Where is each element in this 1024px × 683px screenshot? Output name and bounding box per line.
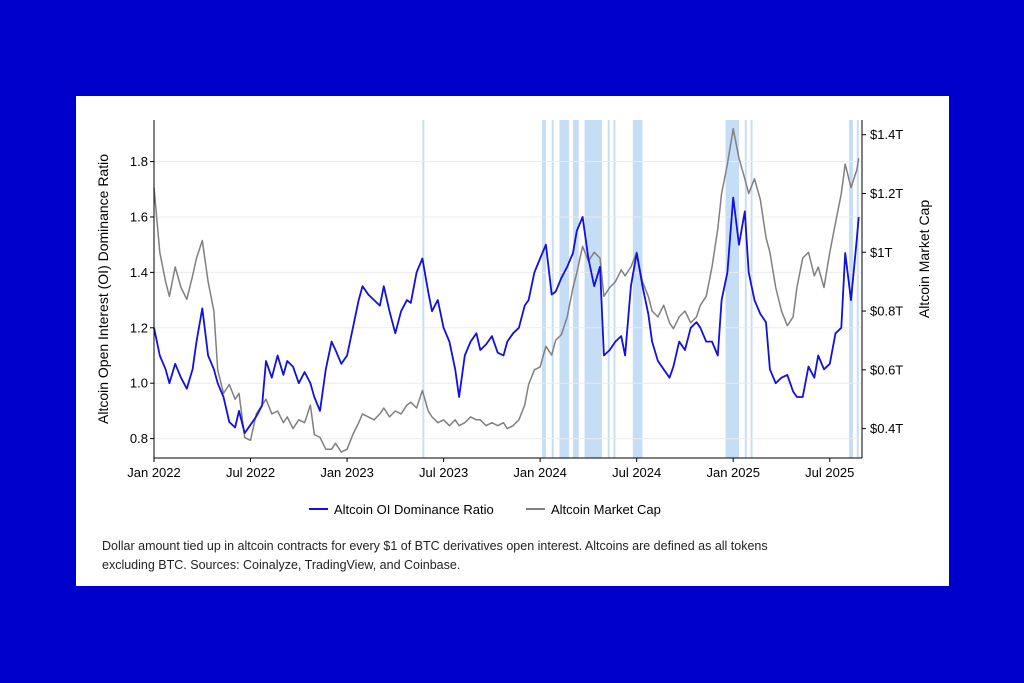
- dual-axis-line-chart: 0.8 1.0 1.2 1.4 1.6 1.8 $0.4T $0.6T $0.8T $1T $1.2…: [95, 120, 932, 517]
- x-tick-label: Jul 2022: [226, 465, 275, 480]
- chart-caption: Dollar amount tied up in altcoin contrac…: [102, 539, 768, 572]
- y-tick-label: 1.8: [130, 154, 148, 169]
- x-tick-label: Jan 2022: [127, 465, 181, 480]
- highlight-band: [572, 120, 579, 458]
- axes: [150, 120, 866, 462]
- x-tick-label: Jul 2024: [612, 465, 661, 480]
- y-tick-label: 1.2: [130, 320, 148, 335]
- y2-axis-label: Altcoin Market Cap: [916, 200, 932, 318]
- series-line-marketcap: [153, 128, 860, 453]
- gridlines: [154, 161, 862, 440]
- x-tick-label: Jan 2025: [706, 465, 760, 480]
- highlight-band: [422, 120, 425, 458]
- x-tick-label: Jan 2024: [513, 465, 567, 480]
- x-tick-label: Jan 2023: [320, 465, 374, 480]
- y2-tick-label: $1T: [870, 245, 892, 260]
- series-line-dominance: [153, 196, 860, 435]
- highlight-band: [542, 120, 546, 458]
- x-tick-label: Jul 2023: [419, 465, 468, 480]
- highlight-band: [744, 120, 747, 458]
- highlight-band: [849, 120, 853, 458]
- legend-label-dominance: Altcoin OI Dominance Ratio: [334, 502, 494, 517]
- highlight-band: [613, 120, 616, 458]
- y-tick-label: 1.6: [130, 209, 148, 224]
- highlight-band: [551, 120, 554, 458]
- y2-tick-label: $1.2T: [870, 186, 903, 201]
- y-tick-label: 0.8: [130, 431, 148, 446]
- highlight-band: [584, 120, 602, 458]
- legend-label-marketcap: Altcoin Market Cap: [551, 502, 661, 517]
- chart-card: 0.8 1.0 1.2 1.4 1.6 1.8 $0.4T $0.6T $0.8T $1T $1.2…: [76, 96, 949, 586]
- highlight-band: [632, 120, 643, 458]
- y2-tick-label: $1.4T: [870, 127, 903, 142]
- highlight-band: [856, 120, 859, 458]
- y-tick-label: 1.4: [130, 265, 148, 280]
- y-axis-label: Altcoin Open Interest (OI) Dominance Rat…: [95, 154, 111, 424]
- y-tick-label: 1.0: [130, 376, 148, 391]
- highlight-band: [559, 120, 570, 458]
- y2-tick-label: $0.4T: [870, 421, 903, 436]
- highlight-bands: [422, 120, 859, 458]
- tick-labels: 0.8 1.0 1.2 1.4 1.6 1.8 $0.4T $0.6T $0.8T $1T $1.2…: [127, 127, 903, 480]
- highlight-band: [725, 120, 740, 458]
- y2-tick-label: $0.6T: [870, 362, 903, 377]
- legend: Altcoin OI Dominance Ratio Altcoin Marke…: [309, 502, 661, 517]
- y2-tick-label: $0.8T: [870, 304, 903, 319]
- x-tick-label: Jul 2025: [805, 465, 854, 480]
- series-lines: [153, 128, 860, 453]
